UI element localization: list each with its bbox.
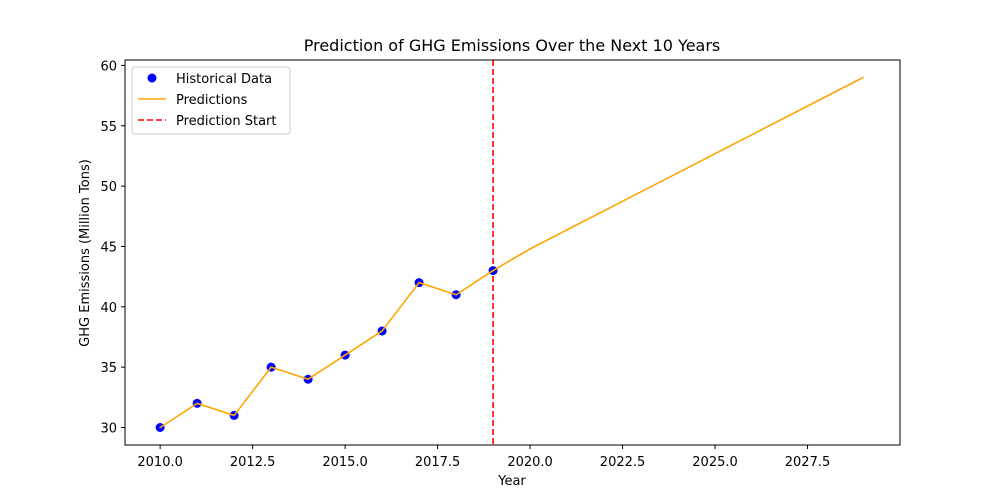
y-tick-label-3: 45 bbox=[100, 240, 117, 255]
x-axis-label: Year bbox=[497, 474, 526, 489]
x-tick-label-1: 2012.5 bbox=[230, 455, 276, 470]
prediction-segment-2016 bbox=[381, 281, 420, 332]
legend: Historical Data Predictions Prediction Sta… bbox=[131, 66, 291, 135]
x-tick-label-0: 2010.0 bbox=[137, 455, 183, 470]
prediction-segment-2011 bbox=[196, 402, 235, 417]
legend-box bbox=[131, 66, 291, 135]
prediction-segment-2015 bbox=[344, 330, 383, 356]
y-tick-label-1: 35 bbox=[100, 361, 117, 376]
x-tick-label-4: 2020.0 bbox=[507, 455, 553, 470]
prediction-segment-2019 bbox=[492, 248, 531, 272]
chart-title: Prediction of GHG Emissions Over the Nex… bbox=[304, 36, 721, 55]
prediction-segment-2018 bbox=[455, 269, 494, 296]
prediction-segment-2014 bbox=[307, 354, 346, 381]
y-tick-label-4: 50 bbox=[100, 180, 117, 195]
x-tick-label-3: 2017.5 bbox=[415, 455, 461, 470]
y-tick-label-2: 40 bbox=[100, 301, 117, 316]
y-tick-label-0: 30 bbox=[100, 422, 117, 437]
x-tick-label-2: 2015.0 bbox=[322, 455, 368, 470]
legend-label-1: Predictions bbox=[176, 93, 248, 108]
legend-label-2: Prediction Start bbox=[176, 114, 276, 129]
prediction-segment-2013 bbox=[270, 366, 309, 381]
prediction-segment-2010 bbox=[159, 402, 198, 429]
legend-historical-marker bbox=[147, 73, 157, 83]
prediction-segment-2012 bbox=[233, 366, 272, 417]
x-tick-label-7: 2027.5 bbox=[785, 455, 831, 470]
x-tick-label-6: 2025.0 bbox=[692, 455, 738, 470]
prediction-segment-2017 bbox=[418, 281, 457, 296]
y-tick-label-5: 55 bbox=[100, 120, 117, 135]
y-tick-label-6: 60 bbox=[100, 59, 117, 74]
legend-label-0: Historical Data bbox=[176, 72, 272, 87]
y-axis: 30 35 40 45 50 55 60 bbox=[100, 59, 125, 437]
plot-area bbox=[155, 60, 864, 445]
x-axis: 2010.0 2012.5 2015.0 2017.5 2020.0 2022.5 2025… bbox=[137, 445, 830, 470]
plot-frame bbox=[124, 59, 901, 446]
y-axis-label: GHG Emissions (Million Tons) bbox=[78, 159, 93, 347]
prediction-segment-2020 bbox=[529, 76, 864, 250]
x-tick-label-5: 2022.5 bbox=[600, 455, 646, 470]
